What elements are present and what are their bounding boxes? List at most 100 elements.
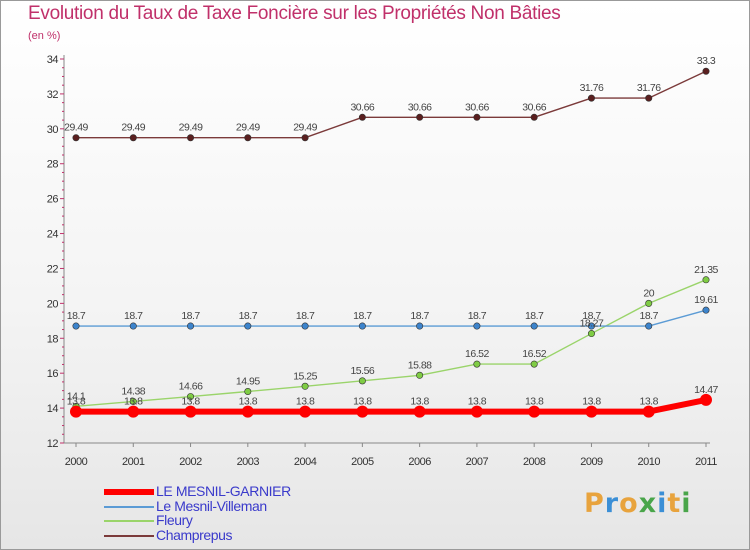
legend-swatch xyxy=(104,489,154,495)
data-label-le-mesnil-garnier: 13.8 xyxy=(410,396,429,408)
logo-letter: r xyxy=(604,488,620,519)
data-label-le-mesnil-villeman: 18.7 xyxy=(296,310,315,322)
data-label-champrepus: 31.76 xyxy=(637,82,661,94)
data-label-le-mesnil-garnier: 13.8 xyxy=(67,396,86,408)
data-label-le-mesnil-villeman: 18.7 xyxy=(640,310,659,322)
y-tick-label: 28 xyxy=(47,159,59,171)
data-label-fleury: 14.95 xyxy=(236,376,260,388)
y-tick-label: 20 xyxy=(47,298,59,310)
data-label-le-mesnil-garnier: 13.8 xyxy=(582,396,601,408)
x-tick-label: 2006 xyxy=(408,456,431,468)
data-label-fleury: 15.56 xyxy=(350,365,374,377)
data-point-champrepus xyxy=(129,134,137,142)
unit-label: (en %) xyxy=(28,30,61,42)
y-tick-label: 26 xyxy=(47,194,59,206)
data-label-le-mesnil-villeman: 18.7 xyxy=(353,310,372,322)
logo-letter: i xyxy=(657,488,668,519)
data-label-champrepus: 31.76 xyxy=(580,82,604,94)
data-point-fleury xyxy=(301,382,309,390)
legend-label: Fleury xyxy=(156,512,193,528)
y-tick-label: 12 xyxy=(47,438,59,450)
data-label-le-mesnil-villeman: 18.7 xyxy=(67,310,86,322)
data-point-champrepus xyxy=(301,134,309,142)
x-tick-label: 2007 xyxy=(466,456,489,468)
data-point-le-mesnil-garnier xyxy=(70,405,82,418)
data-point-le-mesnil-villeman xyxy=(702,306,710,314)
data-label-champrepus: 29.49 xyxy=(293,122,317,134)
data-point-le-mesnil-villeman xyxy=(358,322,366,330)
data-point-fleury xyxy=(530,360,538,368)
data-label-le-mesnil-villeman: 18.7 xyxy=(239,310,258,322)
data-point-le-mesnil-villeman xyxy=(244,322,252,330)
data-label-fleury: 14.1 xyxy=(67,390,86,402)
data-point-champrepus xyxy=(358,113,366,121)
data-point-le-mesnil-villeman xyxy=(530,322,538,330)
data-point-champrepus xyxy=(416,113,424,121)
data-point-le-mesnil-villeman xyxy=(187,322,195,330)
y-tick-label: 18 xyxy=(47,333,59,345)
data-point-fleury xyxy=(587,330,595,338)
data-point-le-mesnil-garnier xyxy=(184,405,197,418)
data-label-le-mesnil-garnier: 13.8 xyxy=(640,396,659,408)
data-point-le-mesnil-garnier xyxy=(299,405,312,418)
legend-label: Le Mesnil-Villeman xyxy=(156,497,267,514)
x-tick-label: 2011 xyxy=(695,456,717,468)
data-label-le-mesnil-garnier: 13.8 xyxy=(525,396,544,408)
data-point-champrepus xyxy=(473,113,481,121)
y-tick-label: 14 xyxy=(47,403,59,415)
data-label-fleury: 14.66 xyxy=(179,381,203,393)
series-line-le-mesnil-garnier xyxy=(76,396,707,415)
data-label-le-mesnil-garnier: 13.8 xyxy=(353,396,372,408)
y-tick-label: 32 xyxy=(47,89,59,101)
series-line-le-mesnil-villeman xyxy=(76,309,707,327)
data-point-champrepus xyxy=(702,67,710,75)
data-label-le-mesnil-garnier: 13.8 xyxy=(124,396,143,408)
x-tick-label: 2008 xyxy=(523,456,546,468)
data-point-le-mesnil-garnier xyxy=(470,405,483,418)
data-label-le-mesnil-garnier: 13.8 xyxy=(468,396,487,408)
proxiti-logo: Proxiti xyxy=(584,488,692,519)
x-tick-label: 2010 xyxy=(637,456,660,468)
legend-label: LE MESNIL-GARNIER xyxy=(156,483,291,499)
legend-label: Champrepus xyxy=(156,526,233,543)
data-label-fleury: 15.88 xyxy=(408,359,432,371)
y-tick-label: 30 xyxy=(47,124,59,136)
data-point-champrepus xyxy=(587,94,595,102)
data-label-fleury: 16.52 xyxy=(465,348,489,360)
legend-swatch xyxy=(104,534,154,537)
data-label-champrepus: 33.3 xyxy=(697,55,716,67)
data-label-champrepus: 29.49 xyxy=(179,122,203,134)
data-label-fleury: 16.52 xyxy=(522,348,546,360)
data-point-champrepus xyxy=(645,94,653,102)
data-label-fleury: 18.27 xyxy=(580,318,604,330)
data-label-le-mesnil-garnier: 14.47 xyxy=(694,384,718,396)
data-label-champrepus: 30.66 xyxy=(522,101,546,113)
data-label-fleury: 14.38 xyxy=(121,385,145,397)
data-label-champrepus: 29.49 xyxy=(121,122,145,134)
data-point-le-mesnil-villeman xyxy=(416,322,424,330)
data-label-fleury: 15.25 xyxy=(293,370,317,382)
data-label-fleury: 21.35 xyxy=(694,264,718,276)
x-tick-label: 2000 xyxy=(65,456,88,468)
y-tick-label: 24 xyxy=(47,229,59,241)
data-point-le-mesnil-villeman xyxy=(129,322,137,330)
data-point-le-mesnil-garnier xyxy=(413,405,426,418)
x-tick-label: 2001 xyxy=(122,456,145,468)
data-point-fleury xyxy=(358,377,366,385)
x-tick-label: 2004 xyxy=(294,456,317,468)
data-point-le-mesnil-villeman xyxy=(587,322,595,330)
logo-letter: x xyxy=(638,488,658,519)
data-point-le-mesnil-garnier xyxy=(127,405,140,418)
x-tick-label: 2002 xyxy=(179,456,202,468)
data-point-fleury xyxy=(416,371,424,379)
data-label-le-mesnil-villeman: 18.7 xyxy=(410,310,429,322)
data-label-le-mesnil-villeman: 19.61 xyxy=(694,294,718,306)
data-point-champrepus xyxy=(187,134,195,142)
data-label-le-mesnil-villeman: 18.7 xyxy=(181,310,200,322)
x-tick-label: 2003 xyxy=(237,456,260,468)
data-label-le-mesnil-garnier: 13.8 xyxy=(239,396,258,408)
data-point-fleury xyxy=(244,388,252,396)
data-point-le-mesnil-villeman xyxy=(72,322,80,330)
data-point-champrepus xyxy=(244,134,252,142)
